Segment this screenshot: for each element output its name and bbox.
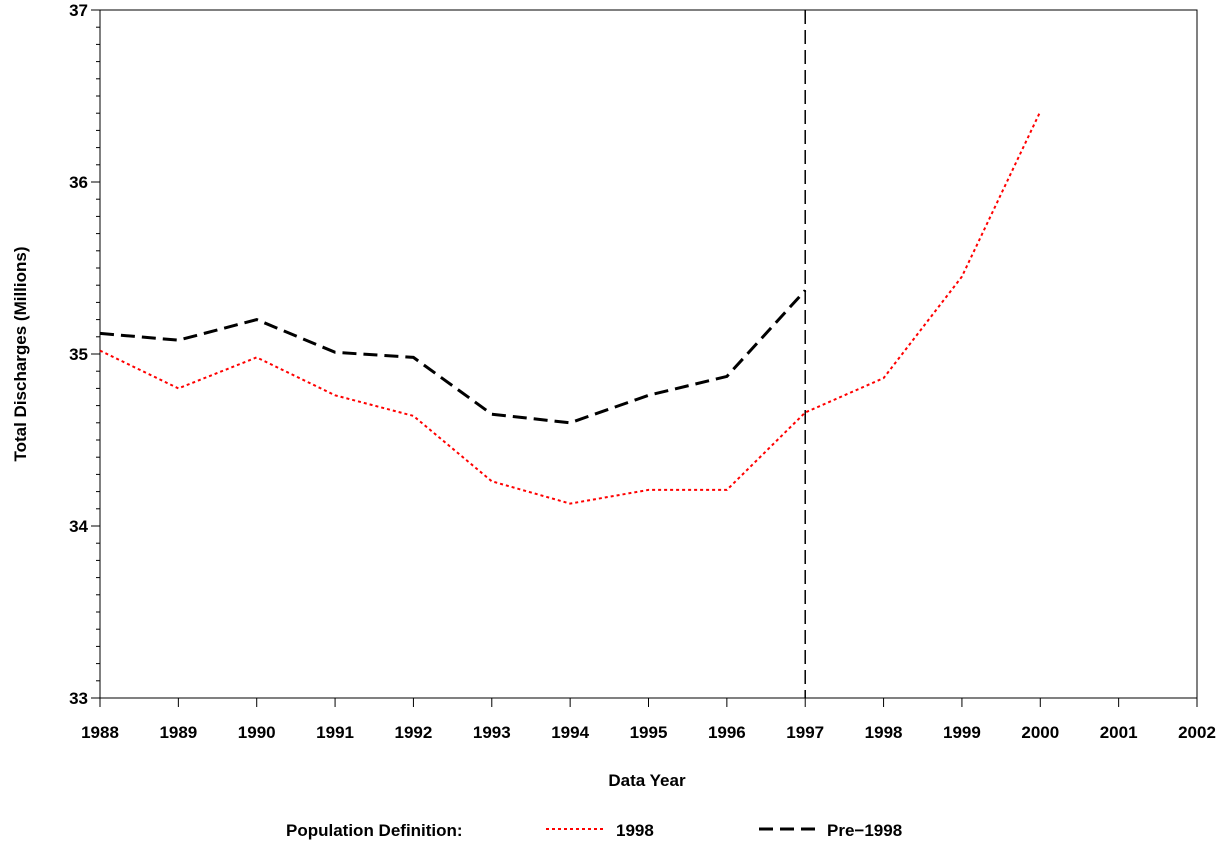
legend-label-1998: 1998 — [616, 821, 654, 840]
x-tick-label: 2002 — [1178, 723, 1216, 742]
x-tick-label: 2000 — [1021, 723, 1059, 742]
series-group — [99, 111, 1042, 505]
plot-frame — [99, 9, 1198, 699]
x-axis: 1988 1989 1990 1991 1992 1993 1994 1995 1996 1997… — [81, 698, 1216, 742]
x-tick-label: 1999 — [943, 723, 981, 742]
x-tick-label: 1990 — [238, 723, 276, 742]
y-tick-label: 34 — [69, 517, 88, 536]
legend-label-pre-1998: Pre−1998 — [827, 821, 902, 840]
x-axis-title: Data Year — [608, 771, 686, 790]
x-tick-label: 1993 — [473, 723, 511, 742]
x-tick-label: 1997 — [786, 723, 824, 742]
y-axis: 33 34 35 36 37 — [69, 1, 100, 708]
x-tick-label: 1994 — [551, 723, 589, 742]
series-line-1 — [99, 289, 807, 425]
x-tick-label: 1996 — [708, 723, 746, 742]
y-tick-label: 37 — [69, 1, 88, 20]
x-tick-label: 1989 — [159, 723, 197, 742]
x-tick-label: 1988 — [81, 723, 119, 742]
legend-title: Population Definition: — [286, 821, 463, 840]
x-tick-label: 2001 — [1100, 723, 1138, 742]
x-tick-label: 1995 — [630, 723, 668, 742]
series-line-0 — [99, 111, 1042, 505]
y-axis-title: Total Discharges (Millions) — [11, 246, 30, 461]
x-tick-label: 1992 — [395, 723, 433, 742]
y-tick-label: 35 — [69, 345, 88, 364]
y-tick-label: 36 — [69, 173, 88, 192]
y-tick-label: 33 — [69, 689, 88, 708]
x-tick-label: 1991 — [316, 723, 354, 742]
x-tick-label: 1998 — [865, 723, 903, 742]
legend: Population Definition: 1998 Pre−1998 — [286, 821, 902, 840]
